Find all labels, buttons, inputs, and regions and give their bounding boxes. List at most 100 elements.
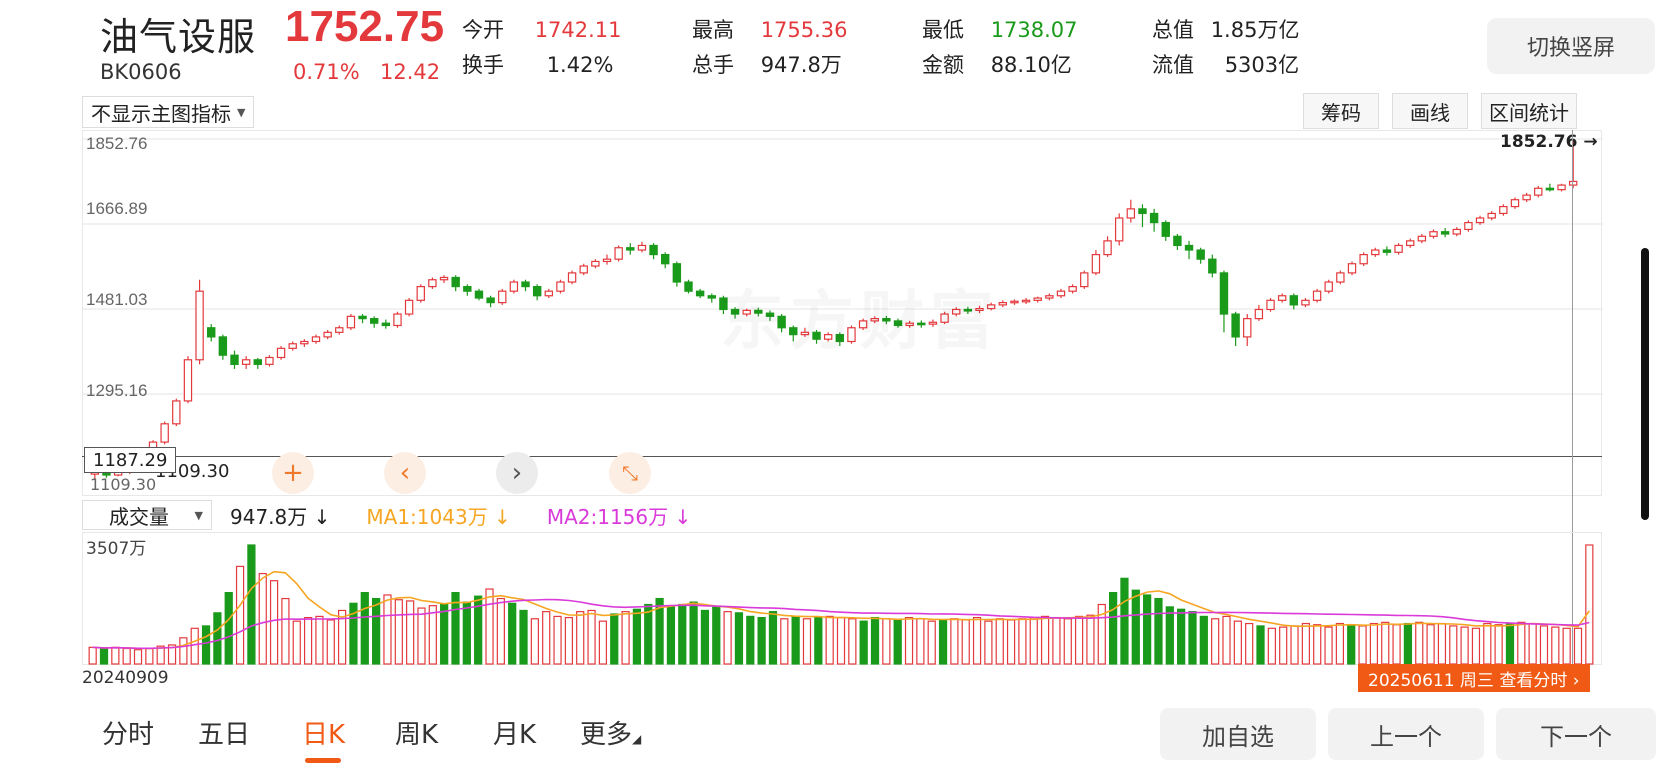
volume-bar (167, 644, 177, 665)
candle-body (1091, 253, 1101, 274)
tab-weekly-k[interactable]: 周K (395, 720, 439, 750)
zoom-out-button[interactable]: ⤡ (609, 452, 651, 494)
zoom-in-button[interactable]: + (272, 452, 314, 494)
volume-bar (1290, 625, 1299, 665)
candle-body (893, 320, 903, 327)
volume-ma1: MA1:1043万 ↓ (366, 504, 511, 529)
candle-body (858, 320, 868, 329)
volume-bar (689, 601, 698, 665)
tab-intraday[interactable]: 分时 (102, 720, 155, 750)
candle-body (346, 315, 356, 329)
scrollbar[interactable] (1641, 248, 1649, 520)
candle-body (823, 334, 833, 340)
stock-code: BK0606 (100, 60, 182, 84)
tab-daily-k[interactable]: 日K (302, 720, 346, 750)
main-indicator-select[interactable]: 不显示主图指标 ▼ (82, 96, 255, 128)
candle-body (451, 276, 460, 288)
volume-bar (746, 615, 755, 665)
volume-bar (836, 616, 846, 665)
candle-body (1021, 299, 1031, 303)
toggle-portrait-button[interactable]: 切换竖屏 (1487, 18, 1655, 74)
candle-body (1545, 187, 1555, 191)
view-intraday-button[interactable]: 20250611 周三 查看分时 › (1358, 664, 1590, 692)
candle-body (1312, 290, 1322, 301)
volume-bar (553, 615, 562, 665)
tab-monthly-k[interactable]: 月K (493, 720, 537, 750)
range-stats-button[interactable]: 区间统计 (1481, 93, 1577, 129)
candle-body (428, 279, 437, 288)
candle-body (1219, 272, 1229, 315)
candle-body (358, 315, 367, 320)
candle-body (1161, 221, 1170, 237)
candle-body (905, 322, 914, 327)
volume-bar (496, 597, 505, 665)
volume-chart[interactable] (82, 532, 1602, 665)
candle-body (160, 423, 169, 443)
volume-header: 成交量 ▼ 947.8万 ↓ MA1:1043万 ↓ MA2:1156万 ↓ (82, 500, 691, 530)
y-label-4: 1295.16 (86, 381, 148, 400)
volume-bar (1165, 606, 1174, 665)
candle-body (882, 318, 891, 322)
volume-bar (1437, 622, 1447, 665)
volume-bar (269, 580, 279, 665)
candle-body (637, 244, 647, 251)
stat-float-value: 流值 5303亿 (1152, 53, 1300, 77)
volume-bar (1109, 591, 1118, 665)
candle-body (591, 260, 600, 267)
volume-bar (462, 601, 471, 665)
chips-button[interactable]: 筹码 (1303, 93, 1379, 129)
pan-left-button[interactable]: ‹ (384, 452, 426, 494)
stat-total-value: 总值 1.85万亿 (1152, 18, 1300, 42)
candle-body (626, 247, 635, 251)
candle-body (1045, 295, 1054, 299)
volume-bar (825, 615, 834, 665)
candle-body (288, 343, 297, 349)
shrink-icon: ⤡ (622, 461, 638, 485)
stock-price: 1752.75 (285, 2, 445, 51)
candle-body (998, 302, 1007, 306)
kline-chart[interactable] (82, 130, 1603, 496)
dropdown-corner-icon: ◢ (632, 732, 642, 746)
volume-bar (428, 605, 437, 665)
next-stock-button[interactable]: 下一个 (1496, 708, 1656, 760)
candle-body (1033, 297, 1042, 301)
y-label-2: 1666.89 (86, 199, 148, 218)
candle-body (509, 281, 519, 292)
candle-body (1568, 180, 1578, 186)
candle-body (1277, 295, 1287, 301)
volume-bar (995, 618, 1004, 665)
candle-body (1557, 184, 1566, 191)
volume-bar (1074, 615, 1084, 665)
candle-body (812, 331, 821, 340)
volume-bar (1279, 626, 1288, 665)
volume-bar (598, 620, 608, 665)
candle-body (183, 359, 193, 402)
previous-stock-button[interactable]: 上一个 (1328, 708, 1484, 760)
volume-bar (791, 615, 800, 665)
plus-icon: + (282, 458, 304, 488)
volume-bar (1301, 622, 1310, 665)
candle-body (1068, 286, 1077, 292)
pan-right-button[interactable]: › (496, 452, 538, 494)
candle-body (544, 290, 554, 297)
candle-body (1103, 240, 1112, 256)
candle-body (1359, 253, 1368, 265)
volume-bar (406, 600, 415, 665)
candle-body (1126, 208, 1136, 219)
candle-body (986, 304, 996, 310)
volume-bar (360, 591, 369, 665)
volume-bar (1154, 597, 1163, 665)
volume-bar (1347, 624, 1356, 665)
draw-line-button[interactable]: 画线 (1392, 93, 1468, 129)
volume-indicator-select[interactable]: 成交量 ▼ (82, 500, 212, 530)
add-watchlist-button[interactable]: 加自选 (1160, 708, 1316, 760)
candle-body (1417, 235, 1427, 242)
volume-bar (1369, 622, 1379, 665)
tab-five-day[interactable]: 五日 (198, 720, 251, 750)
volume-bar (1245, 622, 1254, 665)
candle-body (1475, 217, 1485, 224)
candle-body (1231, 313, 1240, 338)
candle-body (1440, 231, 1450, 235)
candle-body (684, 281, 693, 292)
tab-more[interactable]: 更多◢ (580, 720, 642, 750)
